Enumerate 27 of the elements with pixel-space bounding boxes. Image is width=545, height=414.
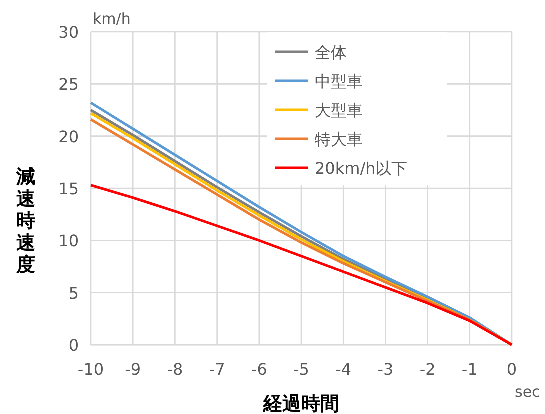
x-tick-label: -3 — [378, 360, 394, 379]
y-tick-label: 15 — [58, 180, 79, 198]
x-tick-label: 0 — [506, 360, 518, 379]
x-tick-label: -7 — [209, 360, 226, 379]
y-tick-label: 10 — [58, 232, 79, 251]
legend-label: 特大車 — [315, 130, 363, 149]
text: km/h — [93, 10, 131, 28]
y-tick-label: 25 — [58, 75, 79, 94]
x-tick-label: -2 — [420, 360, 436, 379]
y-tick-label: 20 — [58, 127, 79, 146]
y-tick-label: 5 — [68, 284, 79, 303]
x-tick-label: -10 — [78, 360, 104, 379]
legend-label: 全体 — [315, 43, 347, 62]
y-tick-label: 30 — [58, 23, 79, 42]
legend-label: 20km/h以下 — [315, 159, 408, 178]
x-tick-label: -5 — [294, 360, 310, 379]
legend-label: 中型車 — [315, 72, 363, 91]
legend-label: 大型車 — [315, 101, 363, 120]
y-tick-label: 0 — [68, 336, 79, 355]
y-axis-title: 減速時速度 — [16, 166, 36, 276]
x-tick-label: -6 — [251, 360, 268, 379]
x-tick-label: -1 — [462, 360, 478, 379]
x-tick-label: -4 — [336, 360, 352, 379]
x-axis-title: 経過時間 — [262, 393, 340, 414]
x-tick-label: -9 — [125, 360, 142, 379]
x-tick-label: -8 — [167, 360, 184, 379]
text: sec — [515, 383, 540, 401]
